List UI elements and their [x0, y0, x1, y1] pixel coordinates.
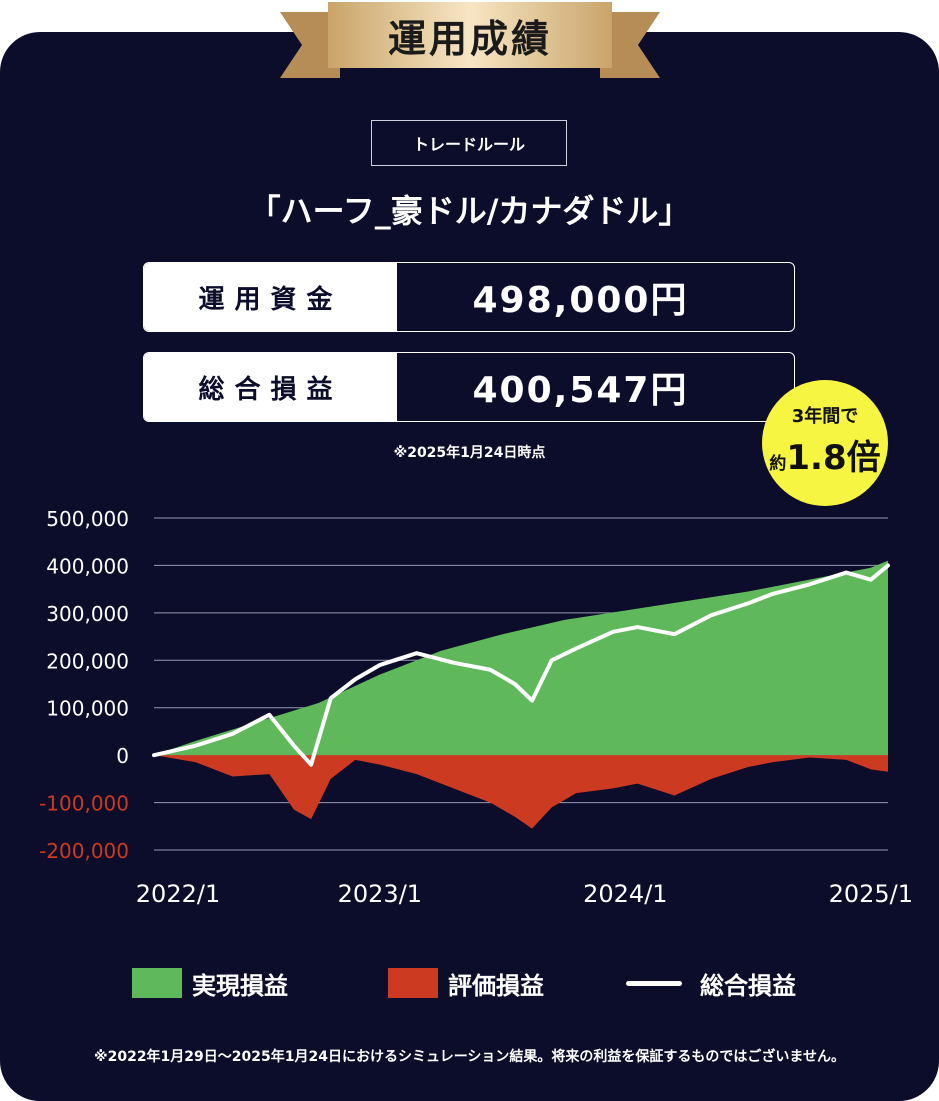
legend-realized: 実現損益	[132, 966, 288, 1000]
stat-capital: 運用資金 498,000円	[143, 262, 795, 332]
x-tick-label: 2024/1	[583, 880, 667, 908]
legend-realized-label: 実現損益	[192, 971, 288, 1000]
title-ribbon	[280, 2, 660, 78]
y-tick-label: 0	[116, 744, 129, 768]
legend-total: 総合損益	[626, 966, 796, 1000]
badge-prefix: 約	[769, 454, 787, 474]
disclaimer-footnote: ※2022年1月29日〜2025年1月24日におけるシミュレーション結果。将来の…	[93, 1049, 845, 1065]
badge-line2: 約1.8倍	[762, 430, 888, 479]
legend-unrealized: 評価損益	[388, 966, 544, 1000]
as-of-date: ※2025年1月24日時点	[393, 445, 546, 461]
legend-total-swatch	[626, 980, 682, 986]
x-tick-label: 2023/1	[338, 880, 422, 908]
y-tick-label: -200,000	[39, 839, 129, 863]
y-tick-label: 400,000	[46, 554, 129, 578]
badge-line1: 3年間で	[791, 406, 859, 427]
stat-total-pl: 総合損益 400,547円	[143, 352, 795, 422]
badge-multiplier: 1.8倍	[786, 438, 881, 478]
trade-rule-name: 「ハーフ_豪ドル/カナダドル」	[248, 192, 691, 230]
y-tick-label: 100,000	[46, 697, 129, 721]
legend-unrealized-label: 評価損益	[448, 971, 544, 1000]
stat-total-pl-label: 総合損益	[144, 353, 397, 421]
pl-chart: 500,000 400,000 300,000 200,000 100,000 0 -100…	[39, 507, 913, 908]
y-tick-label: -100,000	[39, 792, 129, 816]
growth-badge: 3年間で 約1.8倍	[762, 380, 888, 506]
realized-area	[154, 560, 888, 756]
legend-unrealized-swatch	[388, 968, 438, 998]
results-panel	[0, 32, 939, 1101]
y-tick-label: 300,000	[46, 602, 129, 626]
y-tick-label: 500,000	[46, 507, 129, 531]
stat-capital-value: 498,000円	[472, 280, 689, 321]
x-tick-label: 2022/1	[136, 880, 220, 908]
page-title: 運用成績	[387, 16, 552, 61]
stat-total-pl-value: 400,547円	[472, 370, 689, 411]
stat-capital-label: 運用資金	[144, 263, 397, 331]
legend-total-label: 総合損益	[700, 971, 796, 1000]
trade-rule-tag: トレードルール	[371, 120, 567, 166]
y-tick-label: 200,000	[46, 649, 129, 673]
legend-realized-swatch	[132, 968, 182, 998]
x-tick-label: 2025/1	[829, 880, 913, 908]
unrealized-area	[154, 755, 888, 829]
total-line	[152, 563, 890, 767]
